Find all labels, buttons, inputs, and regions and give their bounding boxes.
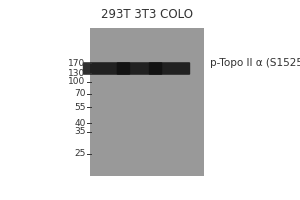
Text: 130: 130 — [68, 68, 86, 77]
FancyBboxPatch shape — [149, 62, 190, 75]
Text: 25: 25 — [74, 150, 85, 158]
Bar — [90, 28, 204, 176]
Text: 55: 55 — [74, 102, 85, 112]
FancyBboxPatch shape — [117, 62, 162, 75]
Text: 70: 70 — [74, 90, 85, 98]
FancyBboxPatch shape — [83, 62, 130, 75]
Text: 40: 40 — [74, 118, 85, 128]
Text: 100: 100 — [68, 77, 86, 86]
Text: p-Topo II α (S1525): p-Topo II α (S1525) — [210, 58, 300, 68]
Text: 35: 35 — [74, 128, 85, 136]
Text: 170: 170 — [68, 58, 86, 68]
Text: 293T 3T3 COLO: 293T 3T3 COLO — [101, 7, 193, 21]
